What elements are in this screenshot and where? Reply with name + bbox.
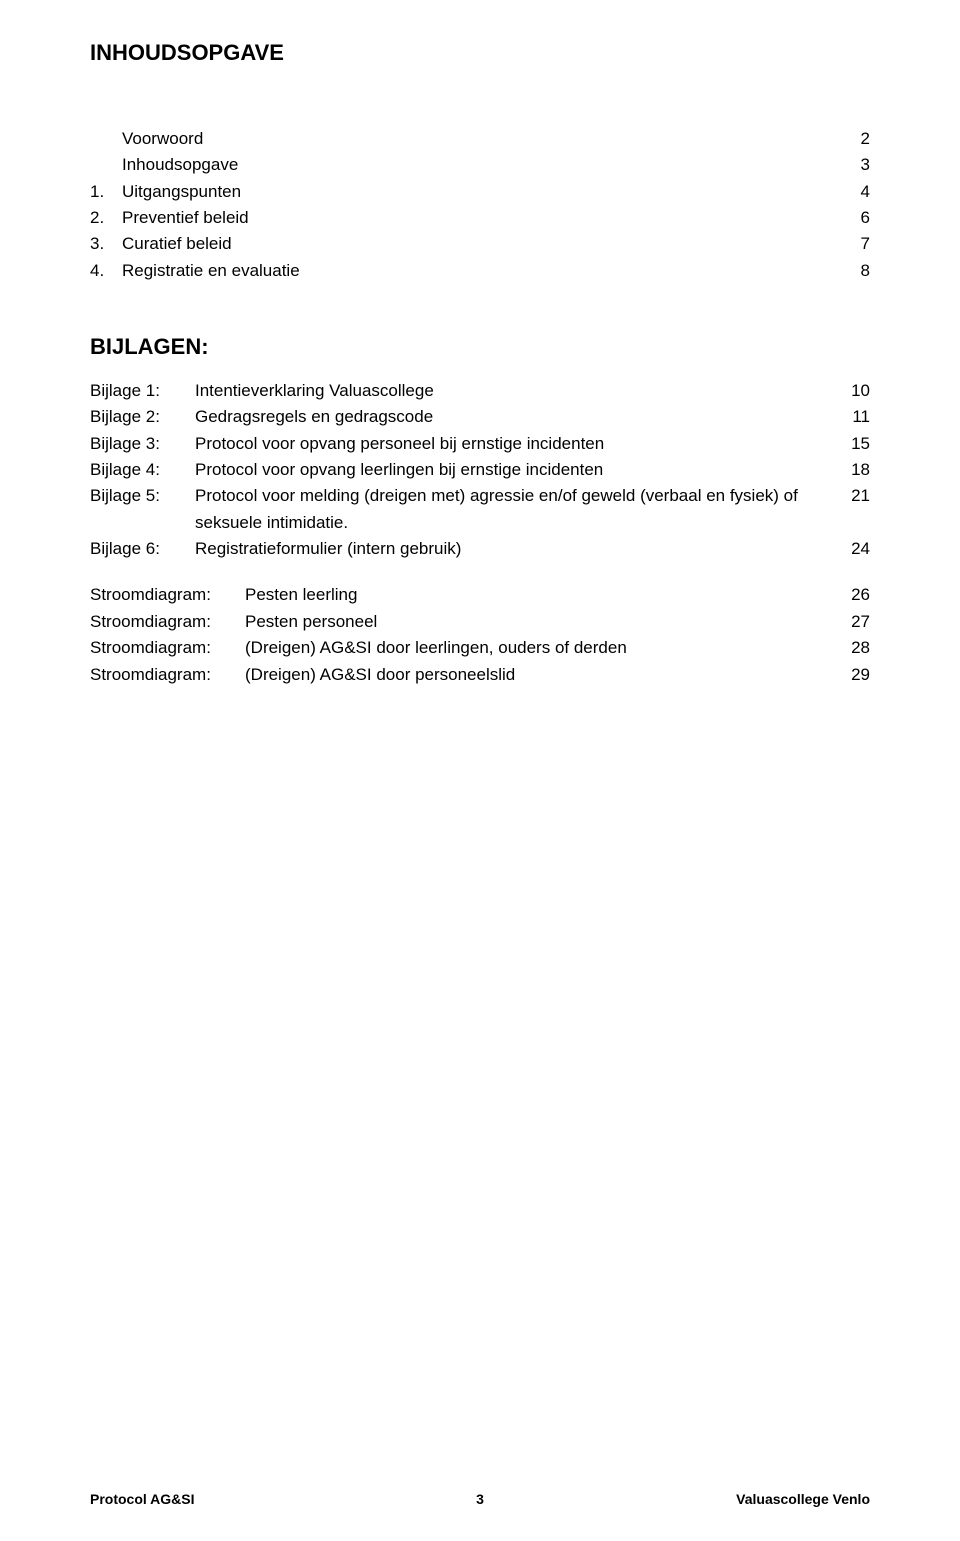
attachment-row: Bijlage 5: Protocol voor melding (dreige…: [90, 483, 870, 536]
attachment-row: Bijlage 4: Protocol voor opvang leerling…: [90, 457, 870, 483]
attachment-row: Bijlage 6: Registratieformulier (intern …: [90, 536, 870, 562]
attachment-label: Bijlage 5:: [90, 483, 195, 509]
stroomdiagram-section: Stroomdiagram: Pesten leerling 26 Stroom…: [90, 582, 870, 687]
toc-page: 8: [830, 258, 870, 284]
toc-number: 1.: [90, 179, 122, 205]
attachment-desc: Registratieformulier (intern gebruik): [195, 536, 830, 562]
page-footer: Protocol AG&SI 3 Valuascollege Venlo: [0, 1491, 960, 1507]
footer-left: Protocol AG&SI: [90, 1491, 195, 1507]
attachment-desc: Protocol voor melding (dreigen met) agre…: [195, 483, 830, 536]
toc-number: 3.: [90, 231, 122, 257]
attachment-page: 18: [830, 457, 870, 483]
stroomdiagram-row: Stroomdiagram: Pesten personeel 27: [90, 609, 870, 635]
toc-page: 7: [830, 231, 870, 257]
attachment-row: Bijlage 2: Gedragsregels en gedragscode …: [90, 404, 870, 430]
toc-label: Preventief beleid: [122, 205, 830, 231]
footer-page-number: 3: [476, 1491, 484, 1507]
stroomdiagram-label: Stroomdiagram:: [90, 635, 245, 661]
toc-label: Voorwoord: [122, 126, 830, 152]
stroomdiagram-desc: (Dreigen) AG&SI door personeelslid: [245, 662, 830, 688]
attachment-label: Bijlage 6:: [90, 536, 195, 562]
toc-label: Registratie en evaluatie: [122, 258, 830, 284]
toc-row: 1. Uitgangspunten 4: [90, 179, 870, 205]
toc-main-section: Voorwoord 2 Inhoudsopgave 3 1. Uitgangsp…: [90, 126, 870, 284]
toc-row: Inhoudsopgave 3: [90, 152, 870, 178]
stroomdiagram-page: 29: [830, 662, 870, 688]
attachment-desc: Gedragsregels en gedragscode: [195, 404, 830, 430]
stroomdiagram-label: Stroomdiagram:: [90, 582, 245, 608]
attachment-label: Bijlage 2:: [90, 404, 195, 430]
attachment-row: Bijlage 1: Intentieverklaring Valuascoll…: [90, 378, 870, 404]
stroomdiagram-row: Stroomdiagram: (Dreigen) AG&SI door pers…: [90, 662, 870, 688]
page: INHOUDSOPGAVE Voorwoord 2 Inhoudsopgave …: [0, 0, 960, 1541]
stroomdiagram-desc: Pesten leerling: [245, 582, 830, 608]
stroomdiagram-row: Stroomdiagram: (Dreigen) AG&SI door leer…: [90, 635, 870, 661]
attachment-desc: Intentieverklaring Valuascollege: [195, 378, 830, 404]
attachment-label: Bijlage 1:: [90, 378, 195, 404]
toc-page: 3: [830, 152, 870, 178]
toc-number: [90, 152, 122, 178]
toc-page: 2: [830, 126, 870, 152]
toc-number: 4.: [90, 258, 122, 284]
attachment-desc: Protocol voor opvang leerlingen bij erns…: [195, 457, 830, 483]
toc-row: 4. Registratie en evaluatie 8: [90, 258, 870, 284]
toc-row: Voorwoord 2: [90, 126, 870, 152]
attachment-row: Bijlage 3: Protocol voor opvang personee…: [90, 431, 870, 457]
attachments-section: Bijlage 1: Intentieverklaring Valuascoll…: [90, 378, 870, 562]
stroomdiagram-row: Stroomdiagram: Pesten leerling 26: [90, 582, 870, 608]
stroomdiagram-label: Stroomdiagram:: [90, 662, 245, 688]
toc-label: Curatief beleid: [122, 231, 830, 257]
attachment-page: 11: [830, 404, 870, 430]
footer-right: Valuascollege Venlo: [736, 1491, 870, 1507]
attachment-desc: Protocol voor opvang personeel bij ernst…: [195, 431, 830, 457]
attachment-page: 10: [830, 378, 870, 404]
toc-row: 2. Preventief beleid 6: [90, 205, 870, 231]
attachment-label: Bijlage 4:: [90, 457, 195, 483]
toc-number: 2.: [90, 205, 122, 231]
stroomdiagram-desc: (Dreigen) AG&SI door leerlingen, ouders …: [245, 635, 830, 661]
attachments-heading: BIJLAGEN:: [90, 334, 870, 360]
stroomdiagram-page: 26: [830, 582, 870, 608]
attachment-page: 24: [830, 536, 870, 562]
stroomdiagram-page: 27: [830, 609, 870, 635]
attachment-page: 21: [830, 483, 870, 509]
stroomdiagram-page: 28: [830, 635, 870, 661]
stroomdiagram-label: Stroomdiagram:: [90, 609, 245, 635]
toc-number: [90, 126, 122, 152]
toc-label: Inhoudsopgave: [122, 152, 830, 178]
toc-label: Uitgangspunten: [122, 179, 830, 205]
toc-page: 4: [830, 179, 870, 205]
attachment-label: Bijlage 3:: [90, 431, 195, 457]
attachment-page: 15: [830, 431, 870, 457]
stroomdiagram-desc: Pesten personeel: [245, 609, 830, 635]
page-title: INHOUDSOPGAVE: [90, 40, 870, 66]
toc-page: 6: [830, 205, 870, 231]
toc-row: 3. Curatief beleid 7: [90, 231, 870, 257]
